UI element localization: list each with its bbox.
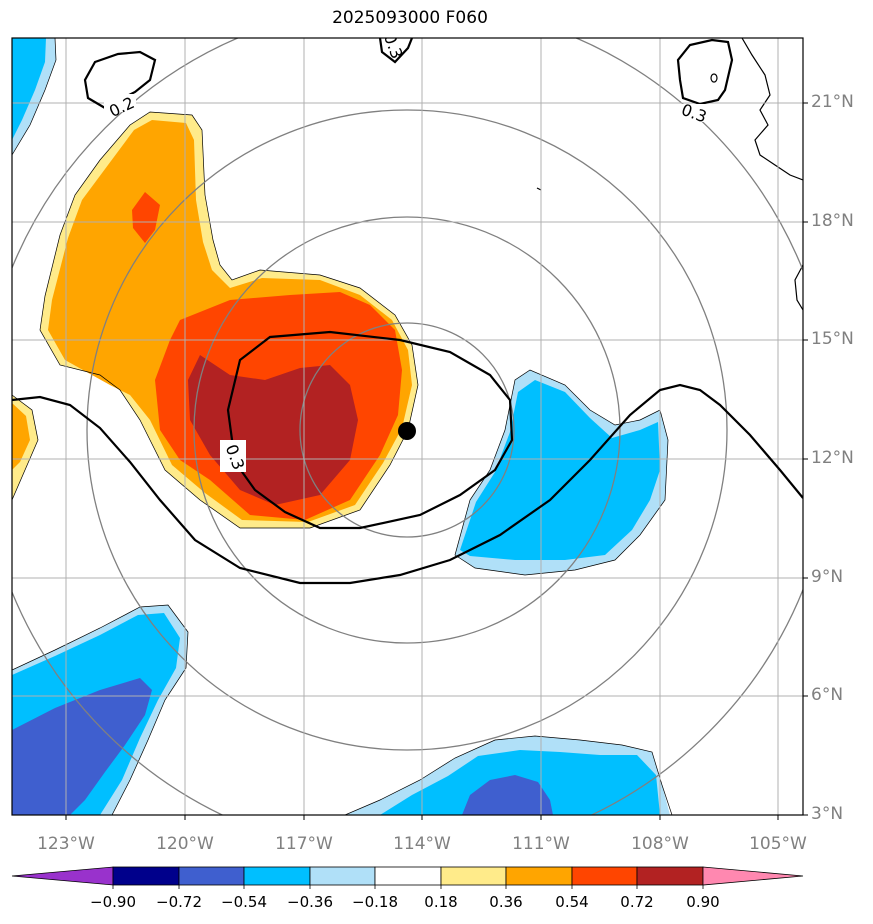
positive-anomaly-field — [12, 112, 418, 528]
colorbar-tick: 0.36 — [489, 893, 523, 911]
shade-neg-0.54-sw — [12, 678, 152, 815]
colorbar-tick: 0.72 — [620, 893, 654, 911]
lat-label-12n: 12°N — [811, 448, 854, 468]
lon-label-117w: 117°W — [275, 834, 333, 854]
lat-label-9n: 9°N — [811, 567, 844, 587]
contour-0.3-top — [378, 38, 414, 64]
map-panel: 0.2 0.3 0.3 0.3 — [12, 31, 803, 815]
negative-anomaly-field — [12, 38, 670, 815]
lat-label-3n: 3°N — [811, 804, 844, 824]
lon-label-105w: 105°W — [749, 834, 807, 854]
lat-label-18n: 18°N — [811, 211, 854, 231]
lon-label-111w: 111°W — [512, 834, 570, 854]
colorbar-tick: 0.90 — [686, 893, 720, 911]
contour-label-03-top: 0.3 — [380, 31, 407, 61]
axis-ticks — [65, 102, 808, 820]
lon-label-123w: 123°W — [37, 834, 95, 854]
map-frame — [11, 37, 804, 816]
lon-label-120w: 120°W — [156, 834, 214, 854]
colorbar-tick: 0.54 — [555, 893, 589, 911]
colorbar-tick: 0.18 — [424, 893, 458, 911]
colorbar-tick: −0.36 — [287, 893, 333, 911]
range-rings — [12, 38, 803, 815]
coastline — [536, 38, 803, 311]
lat-label-6n: 6°N — [811, 685, 844, 705]
graticule — [12, 38, 803, 815]
shade-neg-0.36-topleft — [12, 38, 46, 140]
thin-contours — [12, 38, 673, 815]
colorbar-extend-low — [11, 866, 114, 886]
shade-0.54-spot — [132, 192, 160, 243]
lat-label-15n: 15°N — [811, 329, 854, 349]
shade-neg-0.54-south — [462, 775, 553, 815]
colorbar-tick: −0.90 — [90, 893, 136, 911]
contour-0.3-inner — [226, 330, 514, 530]
map-title: 2025093000 F060 — [332, 8, 488, 28]
contour-0.3-topright — [676, 38, 734, 106]
colorbar-extend-high — [702, 866, 804, 886]
lon-label-114w: 114°W — [393, 834, 451, 854]
colorbar — [11, 866, 804, 889]
lat-label-21n: 21°N — [811, 92, 854, 112]
colorbar-tick: −0.72 — [156, 893, 202, 911]
shade-neg-0.36-east — [460, 380, 660, 560]
lon-label-108w: 108°W — [631, 834, 689, 854]
colorbar-tick: −0.54 — [221, 893, 267, 911]
colorbar-tick: −0.18 — [352, 893, 398, 911]
contour-0.3-outer — [12, 383, 803, 585]
storm-center-marker — [398, 422, 416, 440]
shade-0.36-left — [12, 403, 30, 470]
